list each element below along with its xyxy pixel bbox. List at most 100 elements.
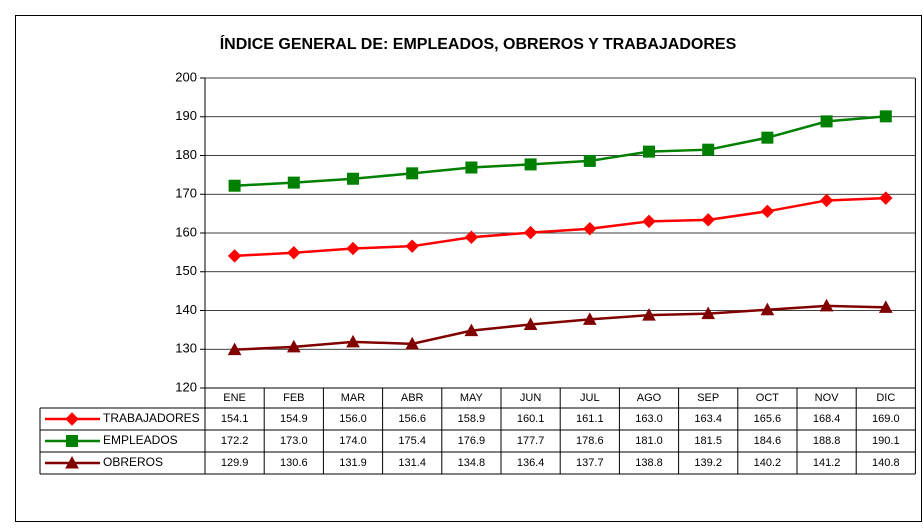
- table-value: 168.4: [813, 413, 841, 425]
- data-point: [878, 300, 893, 313]
- table-value: 154.1: [221, 413, 249, 425]
- table-value: 137.7: [576, 457, 604, 469]
- table-value: 163.0: [635, 413, 663, 425]
- table-value: 188.8: [813, 435, 841, 447]
- chart-title: ÍNDICE GENERAL DE: EMPLEADOS, OBREROS Y …: [220, 34, 737, 53]
- legend-label: EMPLEADOS: [103, 433, 178, 447]
- x-tick-label: MAY: [460, 392, 484, 404]
- table-value: 176.9: [458, 435, 486, 447]
- table-value: 136.4: [517, 457, 545, 469]
- table-value: 160.1: [517, 413, 545, 425]
- legend-marker: [66, 435, 78, 447]
- x-tick-label: OCT: [756, 392, 780, 404]
- data-point: [406, 167, 419, 180]
- x-tick-label: MAR: [341, 392, 366, 404]
- y-tick-label: 190: [175, 108, 197, 123]
- data-point: [701, 213, 715, 227]
- data-point: [702, 143, 715, 156]
- data-point: [347, 172, 359, 185]
- x-tick-label: NOV: [815, 392, 840, 404]
- data-point: [642, 308, 656, 321]
- series-line: [234, 304, 886, 351]
- data-point: [583, 154, 596, 167]
- legend-marker: [65, 455, 79, 469]
- table-value: 181.5: [694, 435, 722, 447]
- data-point: [760, 302, 775, 316]
- data-point: [287, 246, 301, 260]
- table-value: 138.8: [635, 457, 663, 469]
- y-tick-label: 130: [175, 341, 197, 356]
- table-value: 177.7: [517, 435, 545, 447]
- data-point: [227, 342, 242, 356]
- table-value: 178.6: [576, 435, 604, 447]
- y-tick-label: 180: [175, 147, 197, 162]
- data-point: [346, 241, 360, 256]
- y-tick-label: 160: [175, 224, 197, 239]
- data-point: [761, 131, 774, 144]
- y-tick-label: 140: [175, 302, 197, 317]
- table-value: 156.6: [398, 413, 426, 425]
- table-value: 131.9: [339, 457, 367, 469]
- table-value: 169.0: [872, 413, 900, 425]
- table-value: 172.2: [221, 435, 249, 447]
- y-tick-label: 120: [175, 379, 197, 394]
- data-point: [819, 298, 834, 312]
- data-point: [819, 193, 834, 208]
- table-value: 130.6: [280, 457, 308, 469]
- table-value: 165.6: [754, 413, 782, 425]
- data-point: [642, 214, 656, 229]
- data-point: [464, 323, 479, 337]
- legend-marker: [65, 412, 79, 426]
- data-point: [523, 317, 538, 330]
- x-tick-label: FEB: [283, 392, 304, 404]
- series-line: [234, 196, 886, 258]
- table-value: 140.8: [872, 457, 900, 469]
- table-value: 141.2: [813, 457, 841, 469]
- y-tick-label: 150: [175, 263, 197, 278]
- table-value: 175.4: [398, 435, 426, 447]
- data-point: [405, 239, 419, 253]
- table-value: 184.6: [754, 435, 782, 447]
- x-tick-label: ENE: [223, 392, 246, 404]
- x-tick-label: SEP: [697, 392, 719, 404]
- table-value: 158.9: [458, 413, 486, 425]
- x-tick-label: JUN: [520, 392, 541, 404]
- data-point: [701, 306, 716, 320]
- data-point: [286, 339, 301, 353]
- table-value: 156.0: [339, 413, 367, 425]
- y-tick-label: 200: [175, 69, 197, 84]
- table-value: 181.0: [635, 435, 663, 447]
- data-point: [227, 249, 242, 263]
- table-value: 131.4: [398, 457, 426, 469]
- series-line: [234, 115, 886, 187]
- y-tick-label: 170: [175, 186, 197, 201]
- table-value: 173.0: [280, 435, 308, 447]
- table-value: 174.0: [339, 435, 367, 447]
- data-point: [879, 191, 893, 205]
- data-point: [643, 145, 655, 158]
- table-value: 134.8: [458, 457, 486, 469]
- legend-label: TRABAJADORES: [103, 411, 200, 425]
- table-value: 129.9: [221, 457, 249, 469]
- table-value: 163.4: [694, 413, 722, 425]
- x-tick-label: JUL: [580, 392, 600, 404]
- table-value: 140.2: [754, 457, 782, 469]
- data-point: [582, 312, 597, 325]
- x-tick-label: ABR: [401, 392, 424, 404]
- data-point: [820, 115, 833, 128]
- data-point: [465, 161, 478, 174]
- table-value: 139.2: [694, 457, 722, 469]
- table-value: 161.1: [576, 413, 604, 425]
- chart-frame: [15, 15, 922, 522]
- data-point: [228, 179, 241, 192]
- data-point: [583, 222, 597, 236]
- data-point: [405, 336, 420, 350]
- data-point: [287, 176, 300, 189]
- data-point: [760, 204, 775, 219]
- table-value: 190.1: [872, 435, 900, 447]
- data-point: [524, 158, 537, 171]
- x-tick-label: DIC: [876, 392, 895, 404]
- table-value: 154.9: [280, 413, 308, 425]
- legend-label: OBREROS: [103, 455, 163, 469]
